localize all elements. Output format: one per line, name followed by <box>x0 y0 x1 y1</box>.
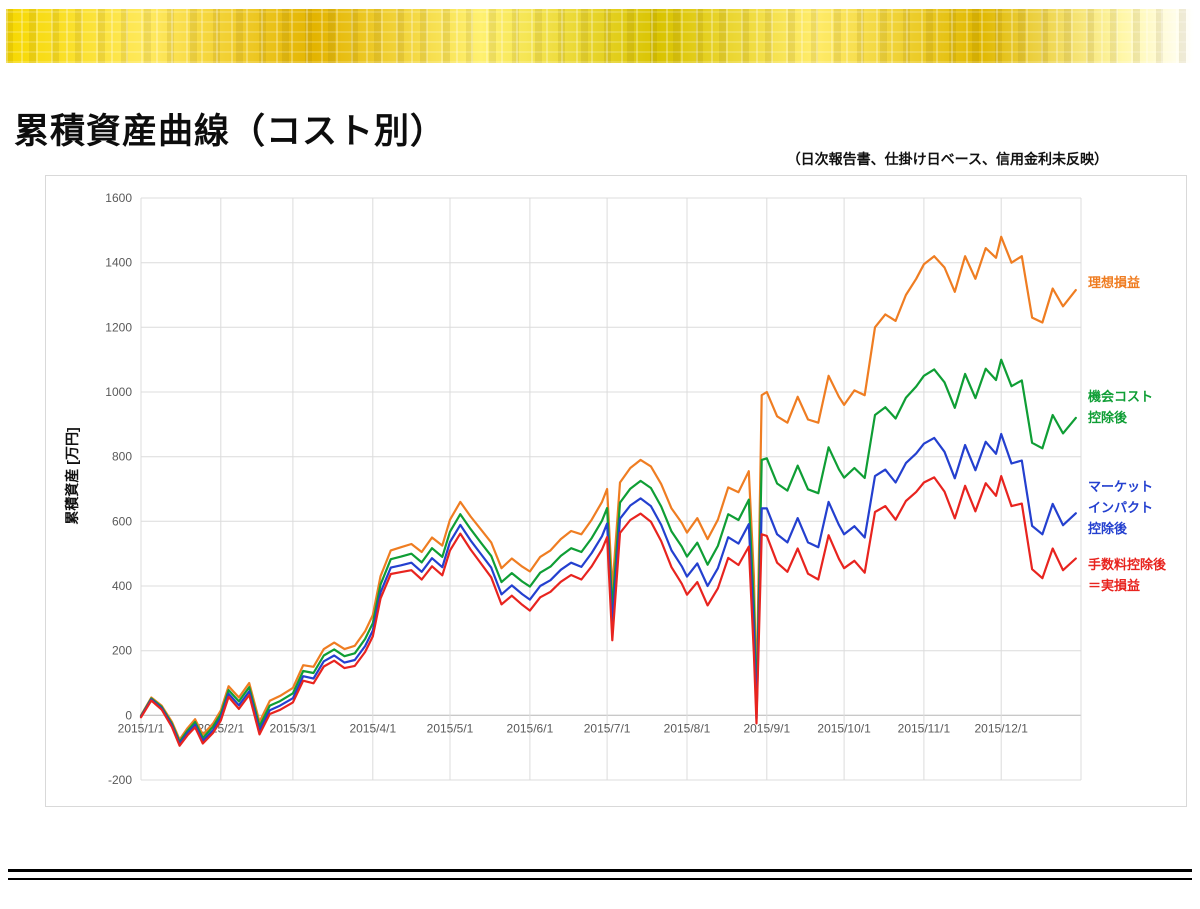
chart-subtitle-note: （日次報告書、仕掛け日ベース、信用金利未反映） <box>786 151 1108 167</box>
page-title: 累積資産曲線（コスト別） <box>14 112 447 152</box>
series-direct-labels: 理想損益機会コスト 控除後マーケット インパクト 控除後手数料控除後 ＝実損益 <box>1088 176 1184 806</box>
svg-text:2015/10/1: 2015/10/1 <box>817 721 871 735</box>
svg-text:400: 400 <box>112 579 132 593</box>
svg-text:1600: 1600 <box>105 191 132 205</box>
series-label-1: 理想損益 <box>1088 275 1141 290</box>
svg-text:200: 200 <box>112 644 132 658</box>
svg-text:2015/7/1: 2015/7/1 <box>584 721 631 735</box>
svg-text:2015/8/1: 2015/8/1 <box>664 721 711 735</box>
gold-mosaic-banner <box>6 9 1194 63</box>
svg-text:2015/4/1: 2015/4/1 <box>349 721 396 735</box>
svg-text:2015/11/1: 2015/11/1 <box>898 721 951 735</box>
svg-text:1000: 1000 <box>105 385 132 399</box>
svg-text:2015/5/1: 2015/5/1 <box>427 721 474 735</box>
svg-text:2015/3/1: 2015/3/1 <box>270 721 317 735</box>
series-label-3: マーケット インパクト 控除後 <box>1088 479 1154 536</box>
svg-text:2015/6/1: 2015/6/1 <box>507 721 554 735</box>
svg-text:0: 0 <box>125 708 132 722</box>
svg-text:2015/1/1: 2015/1/1 <box>118 721 165 735</box>
svg-text:1200: 1200 <box>105 320 132 334</box>
cumulative-asset-chart: -200 0 200 400 600 800 1000 1200 1400 1600 2015/1/… <box>45 175 1187 807</box>
footer-rule-bottom <box>8 878 1192 880</box>
footer-rule-top <box>8 869 1192 872</box>
series-label-4: 手数料控除後 ＝実損益 <box>1088 557 1167 593</box>
svg-text:2015/9/1: 2015/9/1 <box>743 721 790 735</box>
svg-text:2015/12/1: 2015/12/1 <box>975 721 1029 735</box>
svg-text:800: 800 <box>112 450 132 464</box>
y-axis-title: 累積資産 [万円] <box>64 427 80 525</box>
svg-text:600: 600 <box>112 514 132 528</box>
svg-text:-200: -200 <box>108 773 132 787</box>
line-chart-canvas: -200 0 200 400 600 800 1000 1200 1400 1600 2015/1/… <box>105 191 1082 787</box>
svg-text:1400: 1400 <box>105 256 132 270</box>
series-label-2: 機会コスト 控除後 <box>1088 389 1154 425</box>
